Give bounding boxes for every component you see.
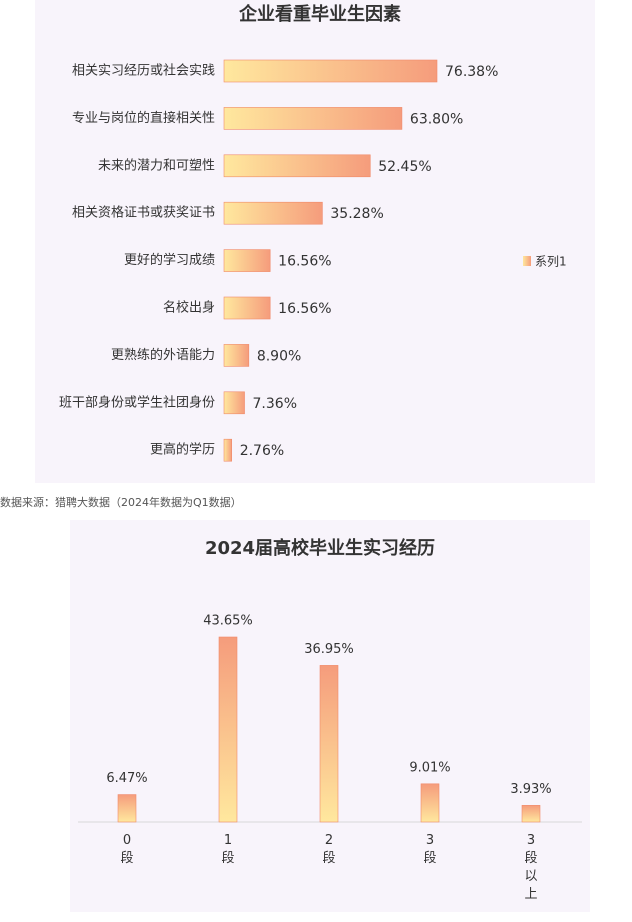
chart-title: 2024届高校毕业生实习经历 (205, 537, 435, 559)
category-label: 更熟练的外语能力 (111, 347, 215, 363)
bar (420, 783, 440, 823)
category-label: 1段 (221, 833, 235, 866)
category-label: 名校出身 (163, 300, 215, 316)
bar (223, 391, 245, 415)
bar (319, 665, 339, 823)
chart-title: 企业看重毕业生因素 (238, 3, 401, 25)
category-label: 更好的学习成绩 (124, 252, 215, 268)
value-label: 35.28% (330, 206, 383, 222)
category-label: 未来的潜力和可塑性 (98, 157, 215, 173)
bar (218, 636, 238, 823)
value-label: 43.65% (203, 614, 253, 629)
category-label: 更高的学历 (150, 442, 215, 458)
value-label: 2.76% (240, 443, 284, 459)
source-note: 数据来源：猎聘大数据（2024年数据为Q1数据） (0, 495, 242, 509)
bar (223, 344, 250, 367)
value-label: 9.01% (409, 760, 450, 775)
bar (223, 154, 371, 178)
category-label: 0段 (120, 833, 134, 866)
value-label: 16.56% (278, 301, 331, 317)
bar (223, 107, 403, 130)
value-label: 16.56% (278, 254, 331, 270)
value-label: 36.95% (304, 642, 354, 657)
bar (223, 59, 438, 83)
bar (223, 438, 232, 462)
value-label: 52.45% (378, 159, 431, 175)
category-label: 2段 (322, 833, 336, 866)
value-label: 76.38% (445, 64, 498, 80)
value-label: 7.36% (253, 396, 297, 412)
value-label: 6.47% (106, 771, 147, 786)
value-label: 8.90% (257, 348, 301, 364)
bar (521, 805, 541, 823)
category-label: 班干部身份或学生社团身份 (59, 394, 215, 410)
category-label: 相关资格证书或获奖证书 (72, 205, 215, 221)
category-label: 专业与岗位的直接相关性 (72, 110, 215, 126)
bar (223, 201, 323, 225)
value-label: 63.80% (410, 111, 463, 127)
category-label: 3段以上 (524, 833, 538, 902)
bar (117, 794, 137, 823)
legend-label: 系列1 (535, 255, 567, 269)
category-label: 3段 (423, 833, 437, 866)
bar (223, 249, 271, 272)
value-label: 3.93% (510, 782, 551, 797)
legend-swatch (523, 256, 531, 266)
bar (223, 296, 271, 320)
category-label: 相关实习经历或社会实践 (72, 63, 215, 79)
